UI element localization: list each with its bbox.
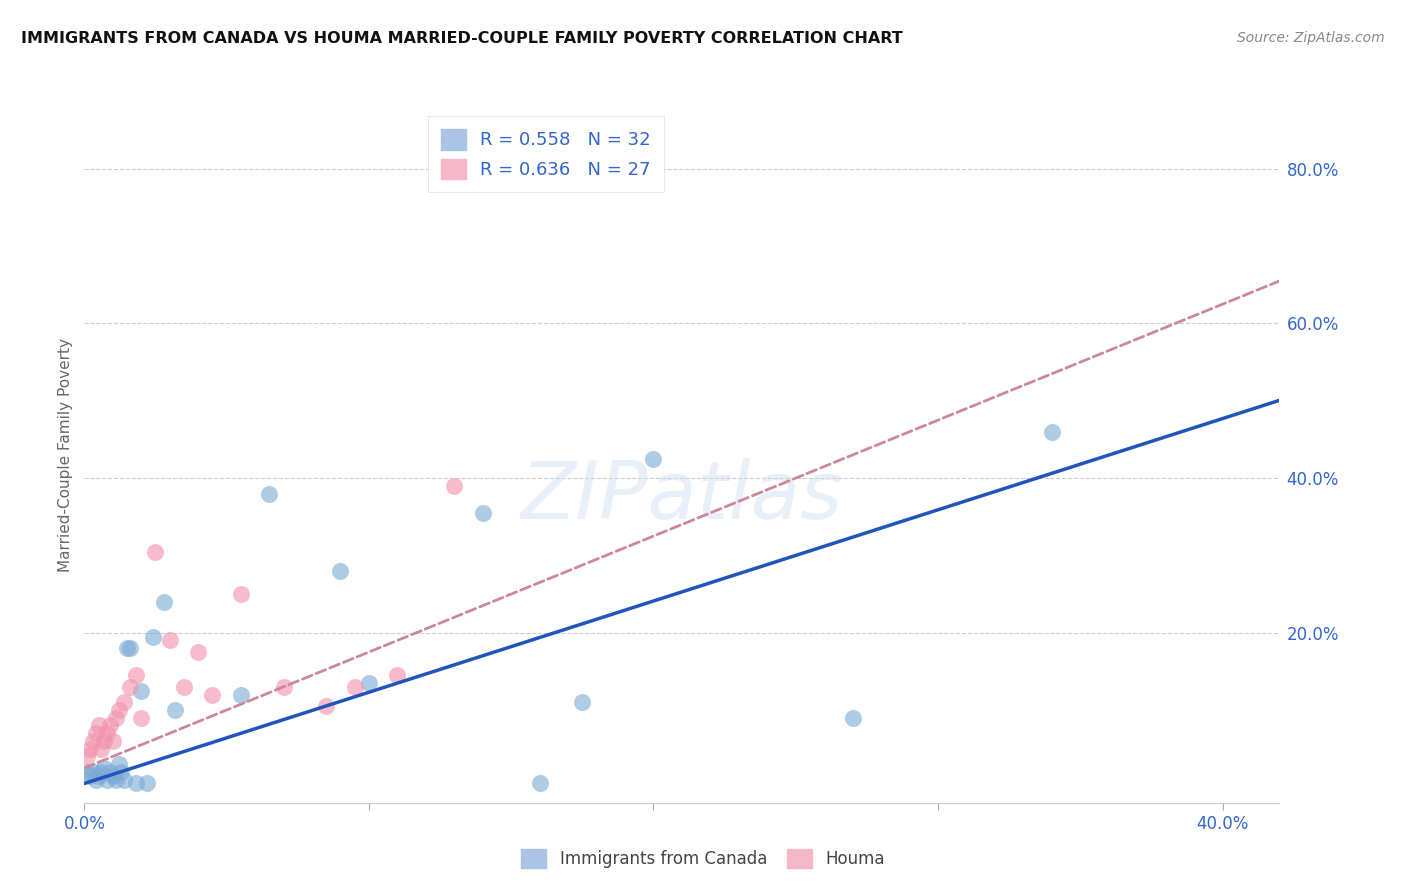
Point [101,769,124,783]
Point [129,683,152,698]
Point [357,676,380,690]
Point [129,711,152,725]
Point [76,749,98,764]
Point [124,776,146,790]
Point [110,764,132,779]
Point [112,772,135,787]
Point [79,741,101,756]
Point [115,641,138,656]
Point [84,726,107,740]
Point [112,695,135,709]
Point [159,633,181,648]
Point [76,764,98,779]
Point [841,711,863,725]
Point [153,595,176,609]
Point [82,734,104,748]
Point [90,764,112,779]
Point [136,776,159,790]
Point [142,630,165,644]
Point [96,772,118,787]
Point [118,680,141,694]
Text: ZIPatlas: ZIPatlas [520,458,844,536]
Point [93,734,115,748]
Point [329,564,352,578]
Point [273,680,295,694]
Point [79,769,101,783]
Point [82,764,104,779]
Y-axis label: Married-Couple Family Poverty: Married-Couple Family Poverty [58,338,73,572]
Point [201,688,224,702]
Point [571,695,593,709]
Point [229,587,252,601]
Point [87,718,110,732]
Point [104,711,127,725]
Point [118,641,141,656]
Point [643,451,665,466]
Point [104,772,127,787]
Point [443,479,465,493]
Point [529,776,551,790]
Text: Source: ZipAtlas.com: Source: ZipAtlas.com [1237,31,1385,45]
Point [98,764,121,779]
Point [107,757,129,772]
Point [173,680,195,694]
Point [98,718,121,732]
Point [343,680,366,694]
Point [90,741,112,756]
Point [315,699,337,714]
Point [101,734,124,748]
Point [187,645,209,659]
Point [471,506,494,520]
Point [1040,425,1063,439]
Point [84,772,107,787]
Legend: Immigrants from Canada, Houma: Immigrants from Canada, Houma [515,843,891,875]
Point [96,726,118,740]
Point [259,486,281,500]
Point [387,668,409,682]
Point [93,761,115,775]
Point [107,703,129,717]
Text: IMMIGRANTS FROM CANADA VS HOUMA MARRIED-COUPLE FAMILY POVERTY CORRELATION CHART: IMMIGRANTS FROM CANADA VS HOUMA MARRIED-… [21,31,903,46]
Point [124,668,146,682]
Legend: R = 0.558   N = 32, R = 0.636   N = 27: R = 0.558 N = 32, R = 0.636 N = 27 [427,116,664,192]
Point [229,688,252,702]
Point [145,544,167,558]
Point [165,703,187,717]
Point [87,769,110,783]
